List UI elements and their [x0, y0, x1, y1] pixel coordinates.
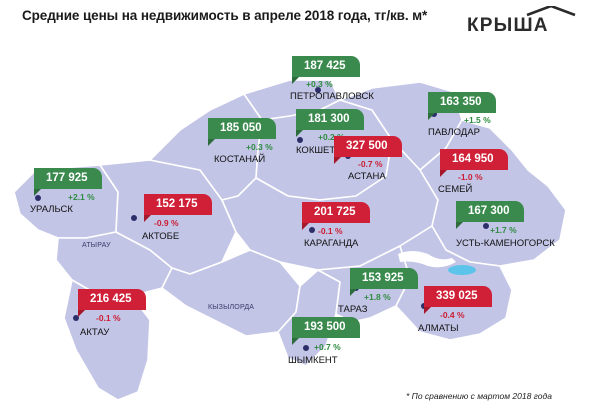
city-label-kostanay: КОСТАНАЙ [214, 154, 266, 165]
house-roof-icon [526, 6, 576, 17]
change-kokshetau: +0.2 % [318, 132, 345, 142]
city-label-aktobe: АКТОБЕ [142, 231, 180, 242]
price-tag-aktobe: 152 175 [144, 194, 212, 222]
city-label-almaty: АЛМАТЫ [418, 323, 459, 334]
change-ust-kamenogorsk: +1.7 % [490, 225, 517, 235]
change-shymkent: +0.7 % [314, 342, 341, 352]
price-tag-pavlodar: 163 350 [428, 92, 496, 120]
change-almaty: -0.4 % [440, 310, 465, 320]
price-tag-almaty: 339 025 [424, 286, 492, 314]
price-tag-astana: 327 500 [334, 136, 402, 164]
price-tag-petropavlovsk: 187 425 [292, 56, 360, 84]
change-taraz: +1.8 % [364, 292, 391, 302]
price-tag-semey: 164 950 [440, 149, 508, 177]
city-label-pavlodar: ПАВЛОДАР [428, 127, 480, 138]
lake-zaysan [448, 265, 476, 275]
price-tag-taraz: 153 925 [350, 268, 418, 296]
city-label-astana: АСТАНА [348, 171, 386, 182]
lake-balkhash [398, 251, 456, 268]
city-label-taraz: ТАРАЗ [338, 304, 368, 315]
region-label-kyzylorda: КЫЗЫЛОРДА [208, 304, 255, 311]
change-semey: -1.0 % [458, 172, 483, 182]
city-label-kokshetau: КОКШЕТАУ [296, 145, 347, 156]
city-label-semey: СЕМЕЙ [438, 184, 473, 195]
change-astana: -0.7 % [358, 159, 383, 169]
city-label-uralsk: УРАЛЬСК [30, 204, 73, 215]
change-aktau: -0.1 % [96, 313, 121, 323]
price-tag-ust-kamenogorsk: 167 300 [456, 201, 524, 229]
city-label-ust-kamenogorsk: УСТЬ-КАМЕНОГОРСК [456, 238, 555, 249]
change-petropavlovsk: +0.3 % [306, 79, 333, 89]
change-kostanay: +0.3 % [246, 142, 273, 152]
footnote: * По сравнению с мартом 2018 года [406, 391, 552, 401]
price-tag-karaganda: 201 725 [302, 202, 370, 230]
logo-text: КРЫША [467, 15, 549, 36]
price-tag-kostanay: 185 050 [208, 118, 276, 146]
region-label-atyrau: АТЫРАУ [82, 242, 111, 249]
change-aktobe: -0.9 % [154, 218, 179, 228]
krysha-logo: КРЫША [467, 6, 579, 36]
city-label-karaganda: КАРАГАНДА [304, 238, 359, 249]
city-label-petropavlovsk: ПЕТРОПАВЛОВСК [290, 91, 374, 102]
city-label-shymkent: ШЫМКЕНТ [288, 355, 338, 366]
price-tag-aktau: 216 425 [78, 289, 146, 317]
page-title: Средние цены на недвижимость в апреле 20… [22, 8, 428, 23]
city-label-aktau: АКТАУ [80, 327, 110, 338]
price-tag-kokshetau: 181 300 [296, 109, 364, 137]
change-pavlodar: +1.5 % [464, 115, 491, 125]
change-karaganda: -0.1 % [318, 226, 343, 236]
change-uralsk: +2.1 % [68, 192, 95, 202]
price-tag-uralsk: 177 925 [34, 168, 102, 196]
price-tag-shymkent: 193 500 [292, 317, 360, 345]
